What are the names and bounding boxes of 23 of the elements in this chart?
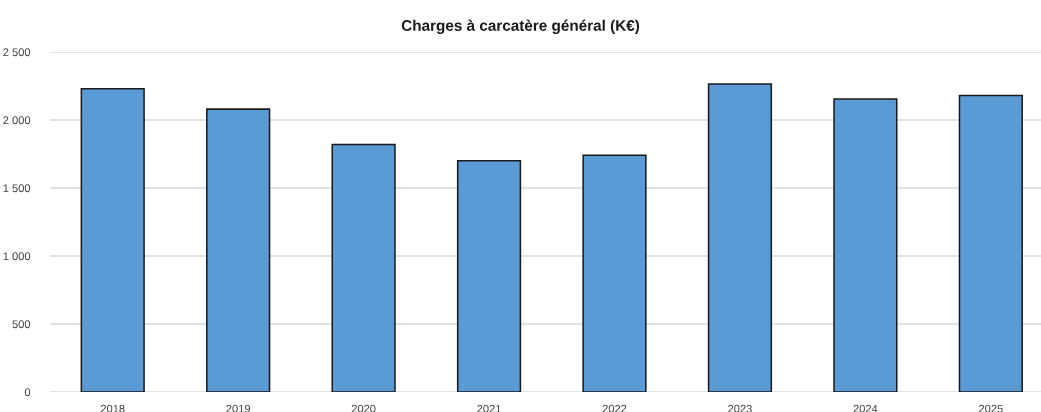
bar bbox=[206, 108, 271, 392]
bar bbox=[582, 154, 647, 392]
x-tick-label: 2025 bbox=[979, 404, 1003, 412]
x-tick-label: 2020 bbox=[351, 404, 376, 412]
y-tick-label: 1 000 bbox=[3, 252, 31, 261]
bar bbox=[456, 160, 522, 392]
bar bbox=[833, 98, 898, 392]
y-tick-label: 0 bbox=[24, 388, 31, 397]
x-tick-label: 2019 bbox=[226, 404, 250, 412]
bar bbox=[80, 87, 145, 392]
x-tick-label: 2023 bbox=[728, 404, 752, 412]
x-tick-label: 2024 bbox=[853, 404, 878, 412]
y-tick-label: 2 500 bbox=[3, 48, 31, 57]
y-tick-label: 2 000 bbox=[3, 116, 31, 125]
bar bbox=[958, 94, 1023, 392]
x-tick-label: 2022 bbox=[602, 404, 627, 412]
y-tick-label: 1 500 bbox=[3, 184, 31, 193]
bar bbox=[707, 83, 773, 392]
y-tick-label: 500 bbox=[12, 320, 31, 329]
x-tick-label: 2021 bbox=[477, 404, 501, 412]
bar bbox=[331, 143, 396, 392]
x-tick-label: 2018 bbox=[100, 404, 125, 412]
chart-title: Charges à carcatère général (K€) bbox=[401, 19, 640, 34]
